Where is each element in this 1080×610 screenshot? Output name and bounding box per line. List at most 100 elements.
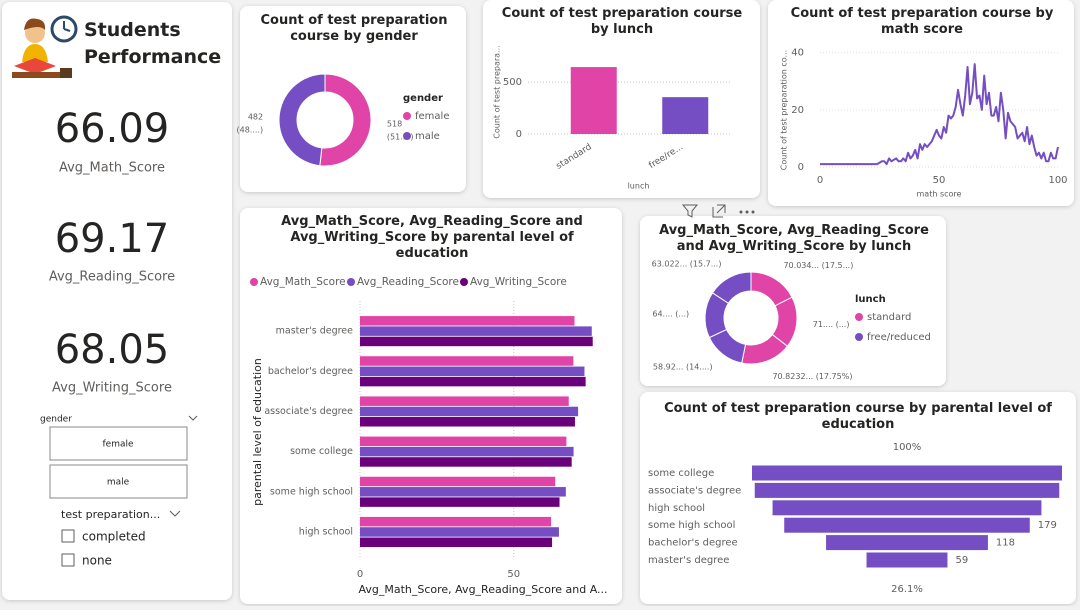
- funnel-bar: [784, 517, 1030, 533]
- dot[interactable]: [751, 210, 755, 214]
- y-tick-label: 20: [791, 105, 804, 116]
- x-axis-title: lunch: [628, 182, 650, 191]
- data-label: 59: [955, 555, 968, 566]
- chart-title: Count of test preparation course by pare…: [664, 401, 1052, 432]
- bar: [360, 366, 585, 377]
- y-axis-title: parental level of education: [251, 358, 264, 506]
- slicer-box[interactable]: [49, 464, 188, 499]
- category-label: some high school: [648, 520, 735, 531]
- funnel-bar: [752, 465, 1062, 481]
- data-label: 482 (48....): [237, 112, 264, 134]
- legend-label: female: [415, 111, 449, 122]
- y-axis-title: Count of test preparation co...: [780, 50, 789, 170]
- card: [483, 0, 760, 198]
- legend-marker: [403, 132, 411, 140]
- legend-marker: [250, 278, 258, 286]
- text-line: Count of test preparation: [261, 13, 448, 28]
- y-tick-label: 0: [516, 129, 522, 140]
- legend-label: Avg_Reading_Score: [357, 276, 459, 288]
- category-label: bachelor's degree: [648, 538, 738, 549]
- x-tick-label: 50: [507, 569, 520, 580]
- bar: [570, 67, 617, 134]
- checkbox-label[interactable]: none: [82, 554, 112, 568]
- dropdown-chevron[interactable]: [188, 415, 198, 421]
- text-line: by lunch: [591, 22, 653, 37]
- y-tick-label: high school: [299, 526, 353, 537]
- bar: [360, 537, 553, 548]
- slicer-box[interactable]: [49, 426, 188, 461]
- bar: [360, 396, 569, 406]
- legend-title: gender: [403, 93, 443, 104]
- slicer-option[interactable]: male: [49, 464, 188, 499]
- x-tick-label: 0: [817, 175, 823, 186]
- legend-marker: [460, 278, 468, 286]
- legend-label: standard: [867, 312, 911, 323]
- data-label: 118: [996, 538, 1015, 549]
- text-line: 71.... (...): [813, 319, 850, 328]
- text-line: Count of test preparation course by: [791, 6, 1054, 21]
- bar: [360, 406, 579, 417]
- legend-marker: [403, 112, 411, 120]
- chart-title: Avg_Math_Score, Avg_Reading_Score and Avg…: [281, 214, 583, 261]
- data-label: 70.8232... (17.75%): [772, 372, 852, 381]
- category-label: master's degree: [648, 555, 729, 566]
- text-line: 70.034... (17.5...): [783, 261, 853, 270]
- data-label: 63.022... (15.7...): [652, 259, 722, 268]
- bar: [662, 97, 709, 134]
- bar: [360, 356, 574, 366]
- x-tick-label: 0: [357, 569, 363, 580]
- focus-icon[interactable]: [712, 204, 726, 218]
- data-label: 64.... (...): [652, 309, 689, 318]
- y-tick-label: some high school: [270, 486, 353, 497]
- slicer-title: test preparation...: [61, 508, 160, 521]
- donut-slice: [278, 73, 326, 167]
- category-label: some college: [648, 468, 714, 479]
- y-tick-label: some college: [290, 446, 353, 457]
- text-line: education: [822, 417, 895, 432]
- text-line: Count of test preparation course by pare…: [664, 401, 1052, 416]
- text-line: Avg_Writing_Score by parental level of: [290, 230, 574, 245]
- slicer-option-label[interactable]: male: [107, 478, 130, 488]
- text-line: 518: [387, 119, 402, 128]
- checkbox[interactable]: [61, 553, 75, 567]
- dot[interactable]: [745, 210, 749, 214]
- slicer-option-label[interactable]: female: [102, 440, 133, 450]
- text-line: Avg_Math_Score, Avg_Reading_Score and: [281, 214, 583, 229]
- text-line: Students: [84, 19, 181, 41]
- data-label: 71.... (...): [813, 319, 850, 328]
- bar: [360, 476, 556, 487]
- card: [768, 0, 1074, 206]
- text-line: 70.8232... (17.75%): [772, 372, 852, 381]
- donut-slice: [711, 271, 752, 304]
- kpi-label: Avg_Reading_Score: [49, 270, 175, 285]
- checkbox[interactable]: [61, 529, 75, 543]
- x-tick-label: 50: [933, 175, 946, 186]
- bar: [360, 516, 552, 527]
- bar: [360, 487, 566, 497]
- filter-icon[interactable]: [681, 204, 699, 218]
- kpi-label: Avg_Math_Score: [59, 161, 165, 176]
- visual-header: [681, 204, 755, 218]
- text-line: Avg_Math_Score, Avg_Reading_Score: [659, 223, 929, 238]
- logo-icon: [12, 15, 78, 78]
- legend-marker: [347, 278, 355, 286]
- y-tick-label: 40: [791, 48, 804, 59]
- more-options-icon[interactable]: [739, 210, 755, 214]
- funnel-bar: [754, 482, 1060, 498]
- bar: [360, 336, 593, 347]
- funnel-bar: [866, 552, 948, 568]
- text-line: Performance: [84, 46, 221, 68]
- funnel-bar: [826, 535, 988, 551]
- slicer-option[interactable]: female: [49, 426, 188, 461]
- legend-label: free/reduced: [867, 332, 931, 343]
- checkbox-label[interactable]: completed: [82, 530, 146, 544]
- dropdown-chevron[interactable]: [169, 510, 181, 517]
- dot[interactable]: [739, 210, 743, 214]
- text-line: Count of test preparation course: [502, 6, 743, 21]
- legend-marker: [855, 333, 863, 341]
- text-line: education: [396, 246, 469, 261]
- text-line: 63.022... (15.7...): [652, 259, 722, 268]
- kpi-label: Avg_Writing_Score: [52, 381, 172, 396]
